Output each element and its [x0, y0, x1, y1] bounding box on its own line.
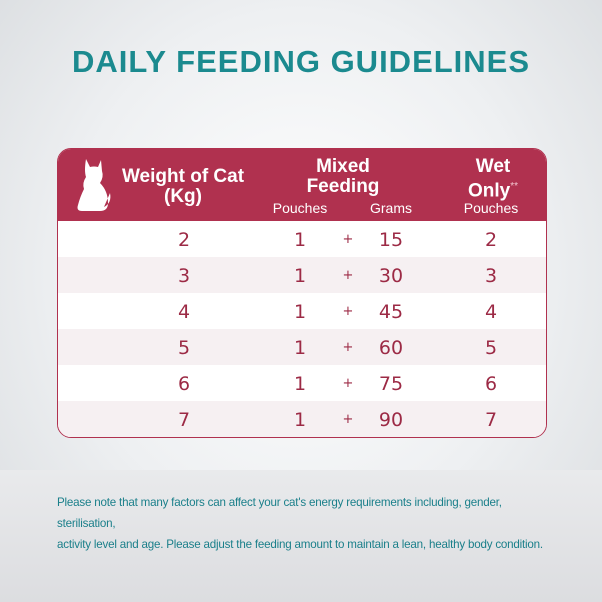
table-cell: 4	[177, 301, 191, 323]
table-cell: 3	[177, 265, 191, 287]
table-cell: 1	[293, 265, 307, 287]
title: DAILY FEEDING GUIDELINES	[71, 44, 531, 79]
table-cell: 5	[177, 337, 191, 359]
header-mixed: Mixed Feeding	[288, 157, 398, 197]
table-cell: 1	[293, 337, 307, 359]
footnote-mark: **	[510, 181, 519, 192]
table-cell: 6	[484, 373, 498, 395]
table-cell: 1	[293, 373, 307, 395]
table-cell: 45	[378, 301, 404, 323]
table-cell: 1	[293, 409, 307, 431]
table-header: Weight of Cat (Kg) Mixed Feeding Wet Only**…	[58, 149, 546, 221]
table-cell: 7	[484, 409, 498, 431]
subheader: Grams	[370, 200, 412, 216]
header-text: Mixed	[316, 156, 370, 177]
table-cell: 30	[378, 265, 404, 287]
header-weight: Weight of Cat (Kg)	[118, 167, 248, 207]
table-cell: +	[342, 376, 354, 391]
table-cell: 75	[378, 373, 404, 395]
header-text: Only**	[448, 177, 538, 201]
table-cell: 6	[177, 373, 191, 395]
table-row: 7 1 +90 7	[58, 401, 546, 437]
header-text: Feeding	[306, 176, 380, 197]
table-cell: +	[342, 412, 354, 427]
header-text: Weight of Cat	[121, 166, 245, 187]
table-cell: 1	[293, 301, 307, 323]
table-cell: 3	[484, 265, 498, 287]
table-cell: +	[342, 304, 354, 319]
table-cell: +	[342, 268, 354, 283]
table-row: 5 1 +60 5	[58, 329, 546, 365]
subheader: Pouches	[463, 200, 519, 216]
header-text: (Kg)	[164, 186, 202, 207]
table-cell: +	[342, 340, 354, 355]
note-line: activity level and age. Please adjust th…	[57, 538, 543, 551]
table-row: 3 1 +30 3	[58, 257, 546, 293]
table-cell: 7	[177, 409, 191, 431]
table-cell: 4	[484, 301, 498, 323]
table-cell: 2	[484, 229, 498, 251]
cat-icon	[77, 159, 111, 211]
header-text: Wet	[475, 156, 511, 177]
table-cell: 60	[378, 337, 404, 359]
table-cell: 1	[293, 229, 307, 251]
feeding-table: Weight of Cat (Kg) Mixed Feeding Wet Only**…	[57, 148, 547, 438]
table-row: 2 1 +15 2	[58, 221, 546, 257]
subheader: Pouches	[272, 200, 328, 216]
table-cell: 2	[177, 229, 191, 251]
table-row: 4 1 +45 4	[58, 293, 546, 329]
table-cell: 90	[378, 409, 404, 431]
header-wet: Wet Only**	[448, 157, 538, 201]
table-cell: 5	[484, 337, 498, 359]
table-cell: 15	[378, 229, 404, 251]
note: Please note that many factors can affect…	[57, 492, 557, 555]
note-line: Please note that many factors can affect…	[57, 496, 502, 530]
table-row: 6 1 +75 6	[58, 365, 546, 401]
background-floor	[0, 470, 602, 602]
header-text: Only	[467, 180, 511, 202]
table-cell: +	[342, 232, 354, 247]
